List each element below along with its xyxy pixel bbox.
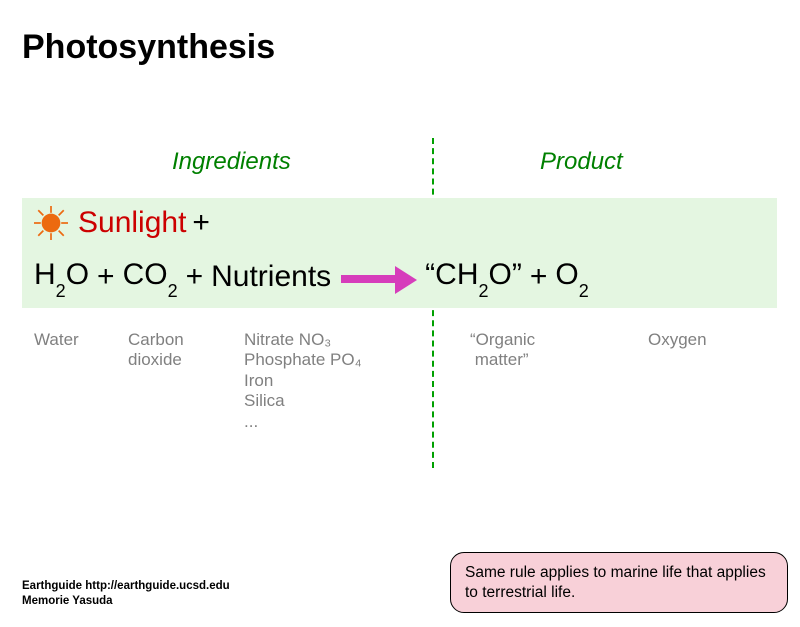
plus-2: + xyxy=(186,260,204,294)
plus-after-sunlight: + xyxy=(192,206,210,240)
footer-line1: Earthguide http://earthguide.ucsd.edu xyxy=(22,579,230,594)
arrow-icon xyxy=(341,264,419,294)
footer-credit: Earthguide http://earthguide.ucsd.edu Me… xyxy=(22,579,230,609)
sunlight-text: Sunlight xyxy=(78,206,186,240)
callout-note: Same rule applies to marine life that ap… xyxy=(450,552,788,613)
product-heading: Product xyxy=(540,148,623,176)
plus-3: + xyxy=(530,260,548,294)
ingredients-heading: Ingredients xyxy=(172,148,291,176)
label-oxygen: Oxygen xyxy=(648,330,707,350)
h2o: H2O xyxy=(34,258,89,296)
page-title: Photosynthesis xyxy=(22,28,275,67)
sun-icon xyxy=(34,206,68,240)
equation-row-sunlight: Sunlight + xyxy=(34,206,210,240)
co2: CO2 xyxy=(123,258,178,296)
label-nutrients-list: Nitrate NO₃ Phosphate PO₄ Iron Silica ..… xyxy=(244,330,362,432)
plus-1: + xyxy=(97,260,115,294)
label-carbon-dioxide: Carbon dioxide xyxy=(128,330,184,371)
label-organic-matter: “Organic matter” xyxy=(470,330,535,371)
ch2o: “CH2O” xyxy=(425,258,522,296)
equation-row-formula: H2O + CO2 + Nutrients “CH2O” + O2 xyxy=(34,258,589,296)
nutrients-text: Nutrients xyxy=(211,260,331,294)
label-water: Water xyxy=(34,330,79,350)
o2: O2 xyxy=(555,258,588,296)
footer-line2: Memorie Yasuda xyxy=(22,594,230,609)
